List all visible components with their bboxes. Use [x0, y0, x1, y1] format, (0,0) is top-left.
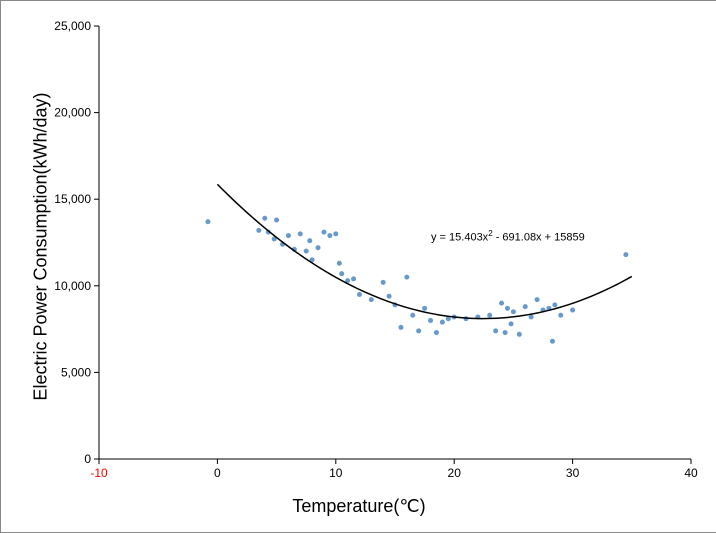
- svg-text:40: 40: [684, 466, 698, 480]
- svg-text:20: 20: [448, 466, 462, 480]
- svg-text:20,000: 20,000: [54, 106, 91, 120]
- svg-text:15,000: 15,000: [54, 192, 91, 206]
- trendline-equation: y = 15.403x2 - 691.08x + 15859: [431, 229, 585, 244]
- svg-text:25,000: 25,000: [54, 19, 91, 33]
- svg-text:10,000: 10,000: [54, 279, 91, 293]
- x-axis-label: Temperature(℃): [1, 496, 716, 517]
- svg-text:5,000: 5,000: [61, 365, 91, 379]
- y-axis-label: Electric Power Consumption(kWh/day): [31, 72, 52, 422]
- chart-container: 05,00010,00015,00020,00025,000-100102030…: [0, 0, 716, 533]
- svg-text:0: 0: [84, 452, 91, 466]
- svg-text:30: 30: [566, 466, 580, 480]
- chart-svg: 05,00010,00015,00020,00025,000-100102030…: [1, 1, 716, 532]
- svg-text:-10: -10: [90, 466, 108, 480]
- svg-text:0: 0: [214, 466, 221, 480]
- svg-text:10: 10: [329, 466, 343, 480]
